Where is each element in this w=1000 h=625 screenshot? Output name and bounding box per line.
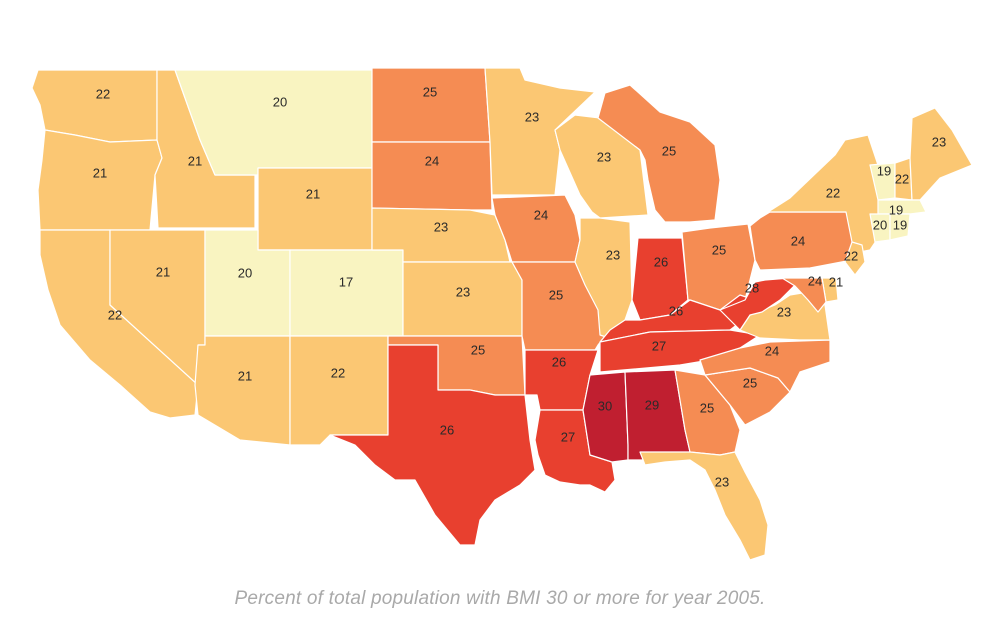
state-value-co: 17	[339, 274, 353, 289]
state-value-ut: 20	[238, 265, 252, 280]
state-value-nd: 25	[423, 84, 437, 99]
state-value-nj: 22	[844, 248, 858, 263]
state-value-sd: 24	[425, 153, 439, 168]
state-wi	[554, 114, 649, 219]
state-value-ok: 25	[471, 342, 485, 357]
state-sd	[371, 141, 493, 211]
state-value-tn: 27	[652, 338, 666, 353]
state-value-ia: 24	[534, 207, 548, 222]
state-az	[194, 335, 291, 446]
state-value-sc: 25	[743, 375, 757, 390]
state-value-va: 23	[777, 304, 791, 319]
state-value-de: 21	[829, 274, 843, 289]
state-ma	[877, 199, 927, 215]
state-value-vt: 19	[877, 163, 891, 178]
state-co	[289, 249, 404, 337]
state-value-mn: 23	[525, 109, 539, 124]
state-value-nh: 22	[895, 171, 909, 186]
state-value-ms: 30	[598, 398, 612, 413]
state-shapes	[31, 67, 973, 561]
state-nc	[699, 339, 831, 393]
state-value-tx: 26	[440, 422, 454, 437]
state-value-ny: 22	[826, 185, 840, 200]
state-value-az: 21	[238, 368, 252, 383]
state-value-wy: 21	[306, 186, 320, 201]
state-value-il: 23	[606, 247, 620, 262]
state-value-ks: 23	[456, 284, 470, 299]
state-value-nc: 24	[765, 343, 779, 358]
state-wy	[257, 167, 373, 251]
state-ri	[889, 213, 911, 241]
state-nd	[371, 67, 491, 143]
state-md	[781, 277, 827, 313]
state-value-mi: 25	[662, 143, 676, 158]
state-value-oh: 25	[712, 242, 726, 257]
state-value-nm: 22	[331, 365, 345, 380]
state-value-fl: 23	[715, 474, 729, 489]
state-value-ma: 19	[889, 202, 903, 217]
state-mi	[597, 84, 721, 223]
state-value-nv: 21	[156, 264, 170, 279]
state-me	[909, 107, 973, 201]
state-value-ne: 23	[434, 219, 448, 234]
state-value-ar: 26	[552, 354, 566, 369]
state-value-md: 24	[808, 273, 822, 288]
state-ms	[582, 371, 629, 463]
state-value-al: 29	[645, 397, 659, 412]
state-value-ct: 20	[873, 217, 887, 232]
state-value-mt: 20	[273, 94, 287, 109]
state-nj	[844, 241, 866, 276]
state-value-ga: 25	[700, 400, 714, 415]
state-value-wa: 22	[96, 86, 110, 101]
state-value-pa: 24	[791, 233, 805, 248]
map-caption: Percent of total population with BMI 30 …	[234, 588, 766, 609]
state-fl	[639, 451, 769, 561]
state-value-wv: 28	[745, 280, 759, 295]
state-value-ca: 22	[108, 307, 122, 322]
state-value-id: 21	[188, 153, 202, 168]
state-value-ky: 26	[669, 303, 683, 318]
state-value-me: 23	[932, 134, 946, 149]
state-value-in: 26	[654, 254, 668, 269]
state-tx	[329, 344, 536, 546]
state-value-la: 27	[561, 429, 575, 444]
state-value-wi: 23	[597, 149, 611, 164]
state-value-or: 21	[93, 165, 107, 180]
state-value-ri: 19	[893, 217, 907, 232]
state-value-mo: 25	[549, 287, 563, 302]
state-nm	[289, 335, 389, 446]
